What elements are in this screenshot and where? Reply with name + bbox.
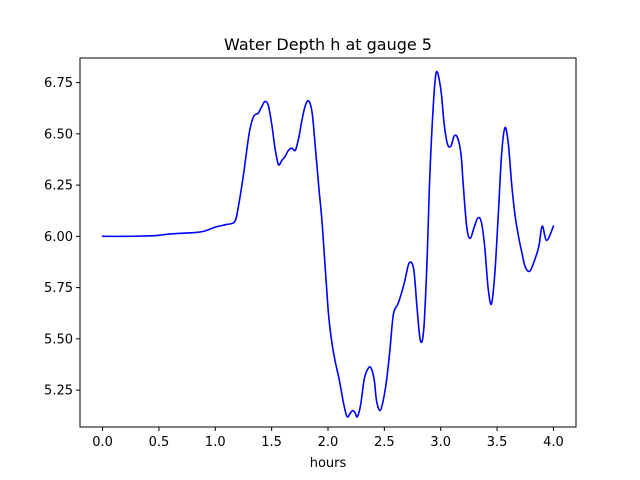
x-tick-label: 4.0 bbox=[543, 435, 564, 450]
y-tick-label: 5.50 bbox=[44, 332, 73, 347]
chart-title: Water Depth h at gauge 5 bbox=[224, 35, 432, 54]
y-axis-ticks: 5.25 5.50 5.75 6.00 6.25 6.50 6.75 bbox=[44, 76, 80, 399]
plot-area: 0.0 0.5 1.0 1.5 2.0 2.5 3.0 3.5 4.0 5.25 5.50 5.75… bbox=[44, 57, 577, 450]
x-tick-label: 2.5 bbox=[374, 435, 395, 450]
x-tick-label: 3.0 bbox=[430, 435, 451, 450]
x-axis-label: hours bbox=[310, 456, 347, 471]
x-axis-ticks: 0.0 0.5 1.0 1.5 2.0 2.5 3.0 3.5 4.0 bbox=[92, 427, 564, 450]
x-tick-label: 1.5 bbox=[261, 435, 282, 450]
y-tick-label: 6.75 bbox=[44, 76, 73, 91]
x-tick-label: 3.5 bbox=[487, 435, 508, 450]
x-tick-label: 0.0 bbox=[92, 435, 113, 450]
y-tick-label: 5.25 bbox=[44, 384, 73, 399]
y-tick-label: 6.00 bbox=[44, 230, 73, 245]
y-tick-label: 6.25 bbox=[44, 179, 73, 194]
x-tick-label: 0.5 bbox=[149, 435, 170, 450]
y-tick-label: 6.50 bbox=[44, 127, 73, 142]
x-tick-label: 2.0 bbox=[318, 435, 339, 450]
x-tick-label: 1.0 bbox=[205, 435, 226, 450]
series-line bbox=[101, 70, 555, 418]
y-tick-label: 5.75 bbox=[44, 281, 73, 296]
axes-frame bbox=[79, 57, 577, 428]
